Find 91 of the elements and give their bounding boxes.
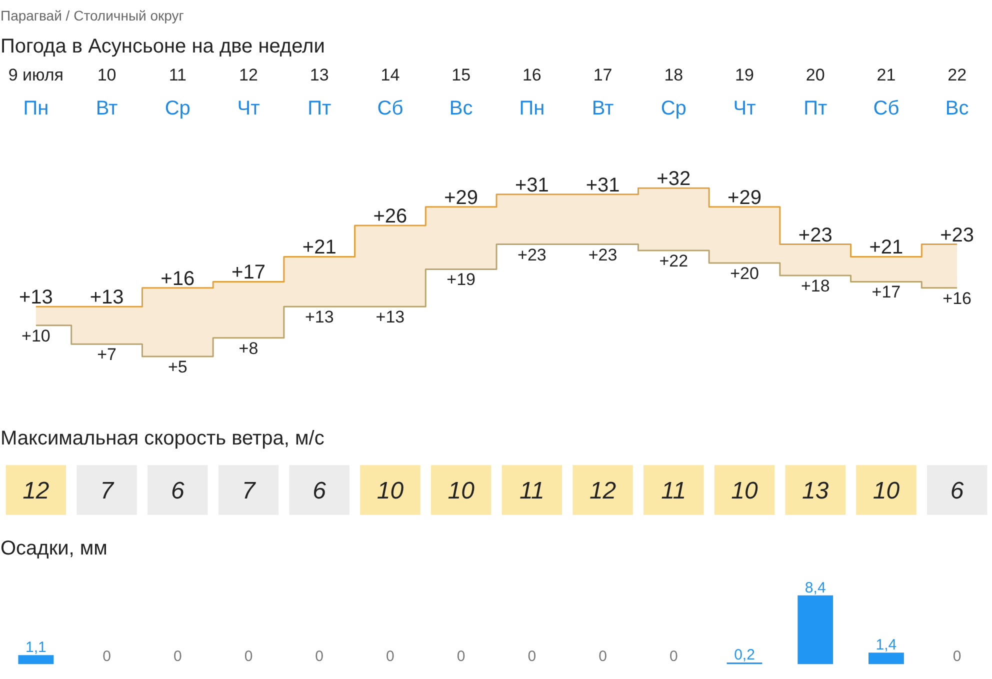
data-label: 0 [315,648,324,666]
text: Пн [23,98,49,120]
text: 10 [872,478,900,504]
text: Вс [945,98,969,120]
text: 10 [448,478,476,504]
text: 11 [661,478,686,504]
text: Чт [237,98,260,120]
data-label: +16 [160,268,195,290]
data-label: +29 [444,186,478,209]
data-label: +13 [18,286,53,309]
text: 7 [242,478,257,504]
data-label: +13 [376,308,405,327]
data-label: +13 [90,286,124,309]
data-label: +17 [872,282,901,302]
data-label: 0 [102,648,111,666]
data-label: +21 [302,236,336,259]
text: Сб [873,98,900,120]
data-label: +10 [22,326,50,346]
data-label: 0 [598,648,607,666]
x-tick-label: 16 [522,66,542,84]
data-label: +7 [97,345,116,364]
text: 7 [100,478,116,504]
data-label: +31 [586,174,620,196]
text: 11 [519,478,544,504]
data-label: +23 [518,245,546,264]
x-tick-label: 18 [664,66,684,84]
data-label: 0,2 [734,646,755,664]
x-tick-label: 9 июля [8,66,64,84]
text: Ср [164,98,190,120]
text: Вт [96,98,118,120]
data-label: +21 [869,236,904,259]
text: 10 [731,478,758,504]
data-label: 0 [528,648,536,666]
text: Пт [804,98,828,120]
x-tick-label: 19 [735,66,754,84]
x-tick-label: 12 [239,66,258,84]
x-tick-label: 14 [380,66,400,84]
data-label: +23 [588,245,618,264]
data-label: +16 [942,288,972,308]
x-tick-label: 13 [310,66,329,84]
text: Сб [377,98,404,120]
data-label: 0 [669,648,678,666]
text: Ср [660,98,686,120]
data-label: 0 [952,648,962,666]
text: 6 [950,478,964,504]
x-tick-label: 10 [97,66,116,84]
data-label: 1,4 [876,636,897,654]
data-label: +29 [728,186,762,209]
x-tick-label: 15 [452,66,471,84]
bar [18,655,54,664]
chart-title: Погода в Асунсьоне на две недели [0,36,325,58]
text: 13 [802,478,830,504]
data-label: 0 [456,648,466,666]
data-label: +18 [800,276,830,296]
text: Вс [449,98,473,120]
data-label: 1,1 [26,639,46,656]
data-label: 0 [173,648,182,666]
x-tick-label: 17 [593,66,612,84]
data-label: +19 [446,270,476,290]
chart-subtitle: Парагвай / Столичный округ [0,8,184,24]
data-label: +17 [232,262,266,284]
text: 12 [589,478,616,504]
x-tick-label: 11 [168,66,186,84]
data-label: +13 [304,308,334,327]
text: Чт [733,98,756,120]
x-tick-label: 20 [806,66,825,84]
text: Максимальная скорость ветра, м/с [0,428,324,450]
text: Пн [519,98,545,120]
data-label: +20 [730,264,759,283]
data-label: +26 [373,206,408,228]
text: Пт [308,98,332,120]
chart-title: Осадки, мм [0,538,108,560]
data-label: 0 [386,648,394,666]
data-label: +23 [798,224,832,246]
data-label: +23 [940,224,974,246]
data-label: +5 [168,358,188,377]
text: 6 [170,478,185,504]
x-tick-label: 22 [948,66,967,84]
bar [868,652,904,664]
text: 6 [312,478,327,504]
data-label: +8 [238,338,258,358]
data-label: +32 [656,168,691,190]
data-label: 8,4 [804,579,826,596]
text: 12 [22,478,50,504]
bar [798,595,834,664]
x-tick-label: 21 [876,66,896,84]
data-label: 0 [244,648,253,666]
data-label: +31 [514,174,549,196]
text: Вт [592,98,614,120]
data-label: +22 [659,252,688,271]
text: 10 [376,478,404,504]
